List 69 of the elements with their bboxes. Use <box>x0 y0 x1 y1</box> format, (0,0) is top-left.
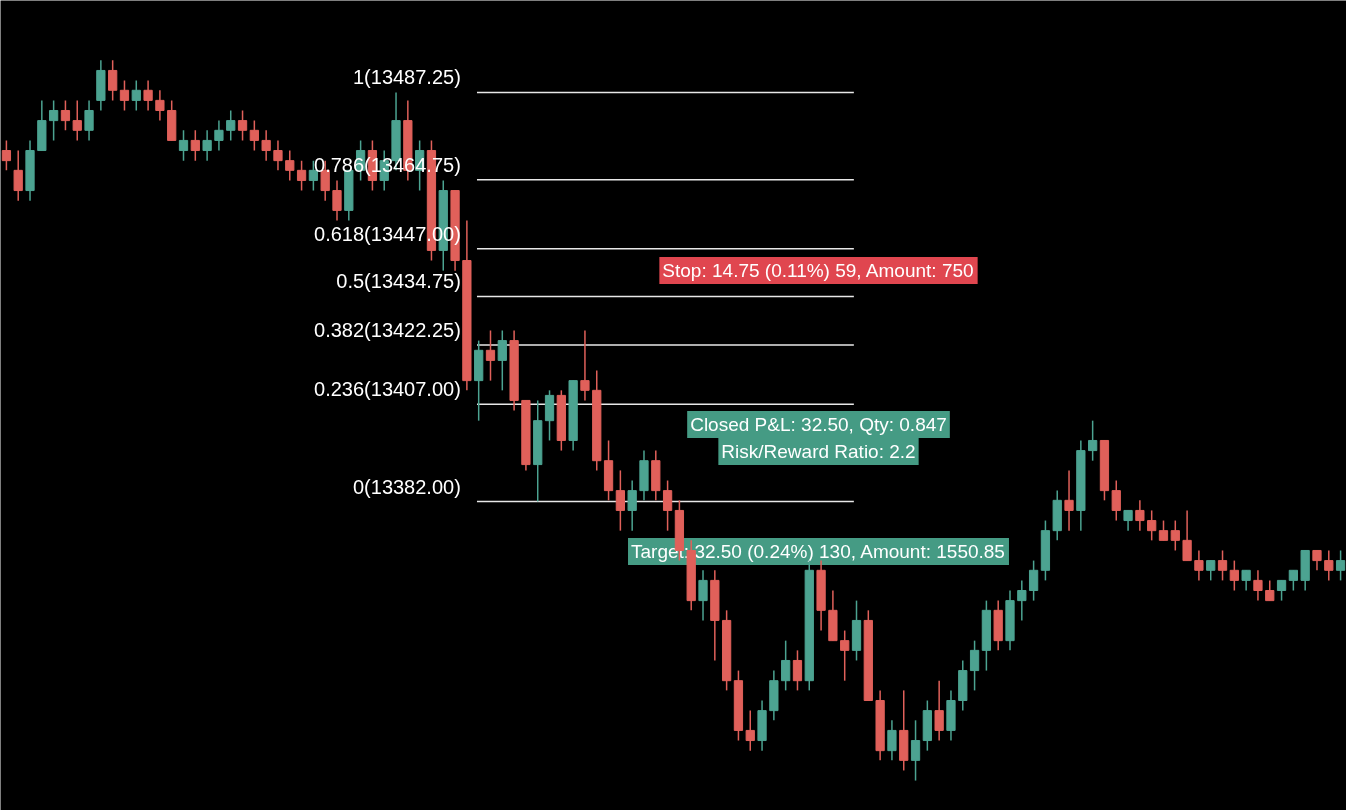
candlestick <box>119 79 130 112</box>
candlestick <box>13 149 23 202</box>
candlestick <box>72 99 82 142</box>
candlestick <box>1229 559 1239 592</box>
candlestick <box>1135 499 1145 532</box>
candlestick <box>1182 509 1192 562</box>
candlestick <box>155 89 165 122</box>
candlestick <box>887 719 897 762</box>
candlestick <box>781 639 791 692</box>
candlestick <box>49 99 59 142</box>
ref-line-label: 0.236(13407.00) <box>314 378 461 401</box>
candlestick <box>1217 549 1228 582</box>
annotation: Closed P&L: 32.50, Qty: 0.847 <box>690 414 947 435</box>
candlestick <box>662 479 673 532</box>
candlestick <box>60 99 71 132</box>
candlestick <box>1017 579 1027 622</box>
candlestick <box>226 109 236 142</box>
candlestick <box>261 129 271 162</box>
candlestick <box>840 629 850 682</box>
candlestick <box>969 639 980 692</box>
candlestick <box>1194 549 1204 582</box>
candlestick <box>202 129 212 162</box>
ref-line-label: 1(13487.25) <box>352 66 461 89</box>
candlestick <box>296 159 307 192</box>
candlestick <box>1 139 12 172</box>
candlestick <box>131 79 141 112</box>
candlestick <box>84 99 94 142</box>
candlestick <box>1276 579 1287 602</box>
candlestick <box>580 329 590 402</box>
candlestick <box>1335 549 1346 582</box>
candlestick <box>1265 579 1275 602</box>
candlestick <box>178 129 189 162</box>
candlestick <box>108 59 118 102</box>
candlestick <box>273 139 283 172</box>
candlestick <box>910 719 921 782</box>
ref-line-label: 0.5(13434.75) <box>336 270 461 293</box>
candlestick <box>615 469 625 532</box>
candlestick <box>1312 549 1322 572</box>
candlestick <box>934 679 944 742</box>
annotation: Stop: 14.75 (0.11%) 59, Amount: 750 <box>662 260 974 281</box>
candlestick <box>190 129 200 162</box>
candlestick <box>1088 419 1098 462</box>
candlestick <box>1064 469 1074 532</box>
candlestick <box>1324 549 1334 582</box>
candlestick <box>698 569 708 622</box>
candlestick <box>497 329 507 392</box>
candlestick <box>143 79 153 112</box>
candlestick <box>1241 569 1251 592</box>
candlestick <box>1147 509 1157 542</box>
candlestick <box>745 709 755 752</box>
candlestick <box>792 649 803 692</box>
candlestick <box>285 149 295 182</box>
candlestick <box>1288 569 1298 592</box>
candlestick <box>1206 559 1216 582</box>
candlestick <box>1028 559 1039 602</box>
candlestick <box>237 109 248 142</box>
candlestick <box>1123 509 1133 532</box>
candlestick <box>249 119 259 152</box>
ref-line-label: 0(13382.00) <box>352 475 461 498</box>
candlestick <box>627 479 637 532</box>
candlestick <box>332 179 342 222</box>
annotation: Risk/Reward Ratio: 2.2 <box>721 441 916 462</box>
candlestick <box>1253 569 1263 602</box>
candlestick <box>485 329 496 382</box>
candlestick <box>1158 519 1169 542</box>
candlestick <box>1170 519 1180 552</box>
candlestick <box>1111 479 1121 522</box>
ref-line-label: 0.382(13422.25) <box>314 319 461 342</box>
candlestick <box>214 119 224 152</box>
